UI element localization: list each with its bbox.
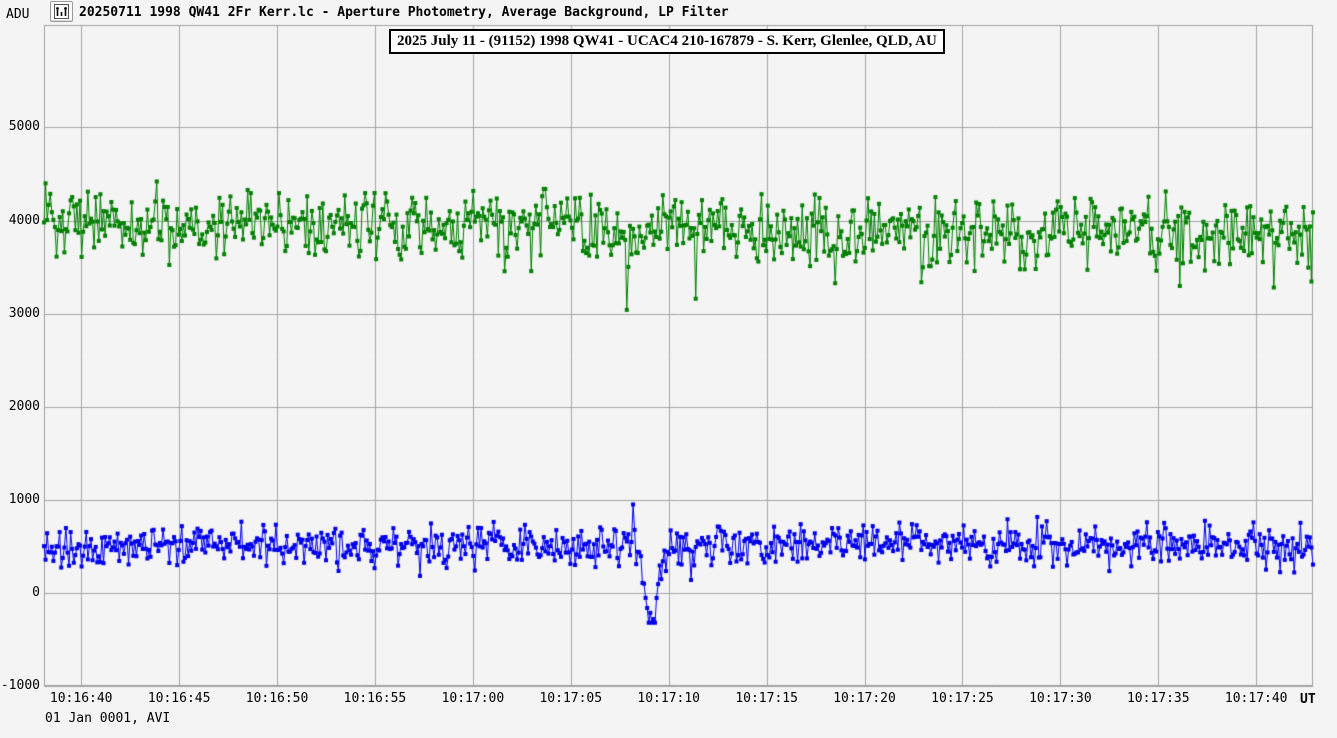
x-tick-label: 10:17:05: [539, 691, 603, 706]
x-tick-label: 10:17:15: [735, 691, 798, 706]
x-tick-label: 10:17:20: [833, 691, 896, 706]
y-tick-label: 0: [32, 584, 40, 600]
light-curve-chart-icon: [54, 4, 69, 19]
x-tick-label: 10:17:40: [1224, 691, 1288, 706]
x-tick-label: 10:17:00: [441, 691, 505, 706]
window-header-title: 20250711 1998 QW41 2Fr Kerr.lc - Apertur…: [79, 5, 729, 20]
x-tick-label: 10:17:10: [637, 691, 701, 706]
x-tick-label: 10:16:45: [147, 691, 211, 706]
x-tick-label: 10:16:40: [49, 691, 113, 706]
x-tick-label: 10:17:30: [1029, 691, 1092, 706]
y-tick-label: 4000: [8, 212, 40, 228]
light-curve-icon-button[interactable]: [50, 1, 73, 22]
x-tick-label: 10:17:35: [1126, 691, 1190, 706]
y-tick-label: 1000: [8, 491, 40, 507]
y-tick-label: 2000: [8, 398, 40, 414]
x-tick-label: 10:17:25: [931, 691, 994, 706]
y-tick-label: 5000: [8, 119, 40, 135]
x-tick-label: 10:16:55: [343, 691, 407, 706]
x-tick-label: 10:16:50: [245, 691, 309, 706]
y-tick-label: -1000: [0, 678, 40, 693]
footer-date-format-note: 01 Jan 0001, AVI: [45, 711, 171, 726]
y-axis-unit-label: ADU: [6, 7, 30, 22]
observation-title-box: 2025 July 11 - (91152) 1998 QW41 - UCAC4…: [389, 29, 945, 54]
y-tick-label: 3000: [8, 305, 40, 321]
x-axis-unit-label: UT: [1300, 692, 1316, 707]
